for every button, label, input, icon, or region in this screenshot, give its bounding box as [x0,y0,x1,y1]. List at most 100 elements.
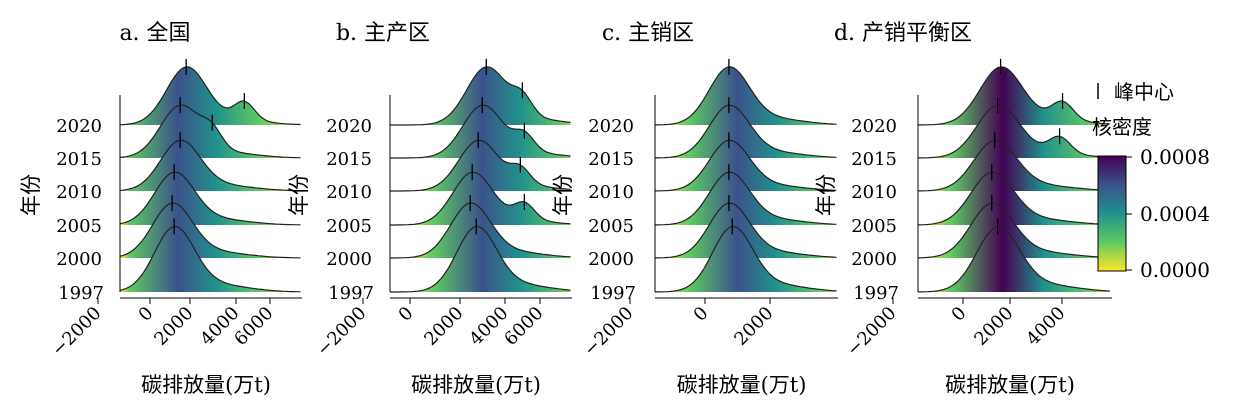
ridge-area-1997 [918,226,1110,292]
x-axis-label: 碳排放量(万t) [411,373,541,397]
x-tick-label: −2000 [843,303,901,361]
y-tick-label: 1997 [590,283,636,304]
x-tick-label: 0 [135,303,158,326]
ridge-line-2015 [119,104,301,159]
y-tick-label: 2015 [851,149,897,170]
ridge-line-2020 [655,66,837,126]
y-tick-label: 2010 [326,182,372,203]
y-tick-label: 2005 [326,216,372,237]
ridge-line-2005 [655,171,837,226]
ridge-area-2005 [390,172,571,225]
ridge-area-1997 [390,226,571,292]
ridge-line-2010 [390,139,571,192]
ridge-line-2000 [655,202,837,259]
x-tick-label: 2000 [730,303,777,350]
y-tick-label: 2010 [851,182,897,203]
ridge-line-2005 [390,171,571,226]
x-tick-label: 6000 [230,303,277,350]
y-axis-label: 年份 [19,174,43,216]
ridge-area-2005 [655,172,837,225]
ridge-line-1997 [918,225,1110,293]
ridge-line-1997 [654,225,837,293]
ridge-area-2020 [655,66,837,125]
panel-title: a. 全国 [119,21,190,46]
ridge-area-1997 [120,226,301,292]
ridge-line-2010 [655,139,837,192]
panel-title: c. 主销区 [602,21,694,46]
x-tick-label: 0 [395,303,418,326]
y-tick-label: 2010 [56,182,102,203]
y-tick-label: 2015 [326,149,372,170]
ridge-area-2005 [918,172,1110,225]
y-tick-label: 2005 [588,216,634,237]
y-tick-label: 2015 [588,149,634,170]
ridge-area-2015 [918,105,1110,158]
colorbar [1097,155,1127,272]
ridge-area-2015 [655,105,837,158]
ridge-area-2000 [655,203,837,258]
x-axis-label: 碳排放量(万t) [677,373,807,397]
colorbar-tick-bottom: 0.0000 [1140,258,1210,282]
ridge-line-1997 [390,225,571,293]
peak-legend-label: 峰中心 [1114,80,1174,104]
y-tick-label: 2020 [56,116,102,137]
x-tick-label: 2000 [970,303,1017,350]
x-tick-label: 6000 [500,303,547,350]
legend: 峰中心 核密度 0.0008 0.0004 0.0000 [1092,80,1210,282]
y-tick-label: 2010 [588,182,634,203]
colorbar-title: 核密度 [1092,115,1152,139]
x-tick-label: −2000 [313,303,371,361]
ridge-line-2010 [119,139,301,192]
ridge-line-2015 [390,104,571,159]
panel-4: d. 产销平衡区 1997 2000 2005 2010 2015 2020 年份 −2000 0… [814,21,1112,397]
panel-3: c. 主销区 1997 2000 2005 2010 2015 2020 年份 −2000 0 20… [551,21,838,397]
ridge-line-2015 [918,104,1110,159]
y-axis-label: 年份 [287,174,311,216]
x-axis-label: 碳排放量(万t) [945,373,1075,397]
x-tick-label: 2000 [420,303,467,350]
x-tick-label: 4000 [1022,303,1069,350]
colorbar-tick-mid: 0.0004 [1140,202,1210,226]
panel-title: b. 主产区 [336,21,430,46]
ridge-line-2005 [917,171,1110,226]
y-tick-label: 2020 [326,116,372,137]
x-axis-label: 碳排放量(万t) [141,373,271,397]
ridge-area-2020 [120,66,301,125]
y-tick-label: 2000 [588,249,634,270]
y-tick-label: 1997 [853,283,899,304]
ridge-area-2000 [918,203,1110,258]
ridge-line-2015 [655,104,837,159]
x-tick-label: 0 [690,303,713,326]
ridge-line-2010 [918,139,1110,192]
y-tick-label: 1997 [58,283,104,304]
y-tick-label: 2000 [326,249,372,270]
ridge-line-2000 [390,202,571,259]
ridge-line-2020 [390,66,571,126]
ridge-area-2015 [390,105,571,158]
ridge-line-2020 [917,66,1110,126]
y-tick-label: 2005 [851,216,897,237]
x-tick-label: 4000 [196,303,243,350]
ridge-area-2015 [120,105,301,158]
y-axis-label: 年份 [551,174,575,216]
ridge-area-2010 [390,140,571,191]
y-tick-label: 2020 [588,116,634,137]
panel-title: d. 产销平衡区 [834,21,972,46]
y-tick-label: 2005 [56,216,102,237]
x-tick-label: −2000 [580,303,638,361]
ridge-line-1997 [119,225,301,293]
y-tick-label: 2000 [851,249,897,270]
ridge-area-2010 [918,140,1110,191]
ridge-line-2000 [119,202,301,259]
ridge-line-2005 [119,171,301,226]
ridge-area-2010 [655,140,837,191]
y-tick-label: 1997 [328,283,374,304]
y-axis-label: 年份 [814,174,838,216]
y-tick-label: 2015 [56,149,102,170]
x-tick-label: 4000 [465,303,512,350]
colorbar-tick-top: 0.0008 [1140,145,1210,169]
x-tick-label: 2000 [150,303,197,350]
